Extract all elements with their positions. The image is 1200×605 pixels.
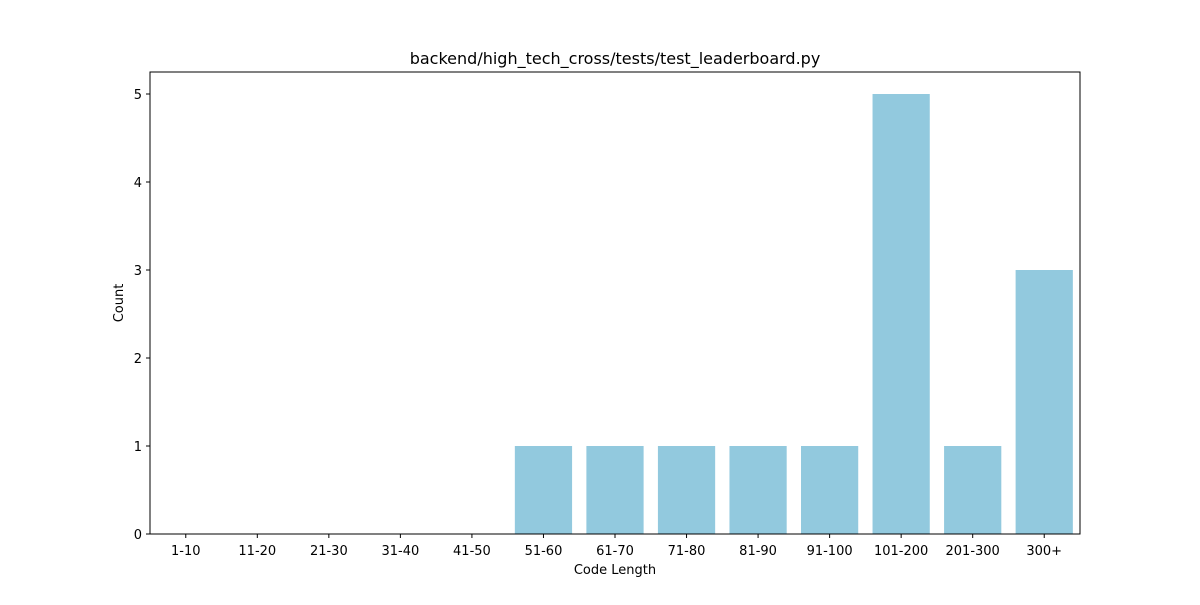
bar-101-200	[872, 94, 930, 534]
x-tick-label: 41-50	[453, 544, 491, 559]
y-tick-label: 5	[134, 88, 142, 103]
bar-91-100	[801, 446, 859, 534]
chart-title: backend/high_tech_cross/tests/test_leade…	[410, 49, 821, 69]
x-tick-label: 61-70	[596, 544, 634, 559]
x-tick-label: 201-300	[946, 544, 1000, 559]
bar-81-90	[729, 446, 787, 534]
bar-61-70	[586, 446, 644, 534]
y-tick-label: 3	[134, 264, 142, 279]
x-axis-title: Code Length	[574, 563, 656, 578]
x-tick-label: 51-60	[525, 544, 563, 559]
y-tick-label: 0	[134, 528, 142, 543]
x-tick-label: 101-200	[874, 544, 928, 559]
bars	[514, 94, 1073, 534]
y-tick-label: 1	[134, 440, 142, 455]
x-tick-label: 1-10	[171, 544, 201, 559]
x-tick-label: 31-40	[381, 544, 419, 559]
x-tick-label: 21-30	[310, 544, 348, 559]
bar-51-60	[514, 446, 573, 534]
y-axis-title: Count	[112, 284, 127, 323]
x-tick-label: 81-90	[739, 544, 777, 559]
y-tick-label: 4	[134, 176, 142, 191]
y-axis-ticks: 0 1 2 3 4 5	[134, 88, 150, 543]
y-tick-label: 2	[134, 352, 142, 367]
plot-frame	[149, 71, 1081, 535]
bar-300+	[1015, 270, 1073, 534]
bar-201-300	[944, 446, 1002, 534]
x-tick-label: 91-100	[807, 544, 853, 559]
x-tick-label: 11-20	[238, 544, 276, 559]
x-tick-label: 300+	[1026, 544, 1062, 559]
bar-71-80	[657, 446, 716, 534]
x-tick-label: 71-80	[668, 544, 706, 559]
x-axis-ticks: 1-10 11-20 21-30 31-40 41-50 51-60 61-70 71-80 8…	[171, 534, 1062, 559]
